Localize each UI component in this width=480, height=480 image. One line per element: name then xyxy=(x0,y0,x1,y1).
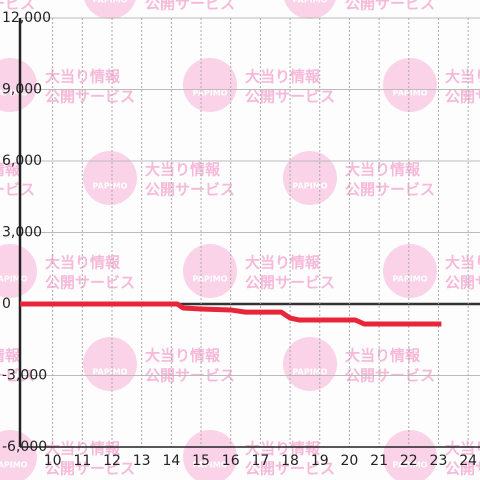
watermark-text: 大当り情報 xyxy=(445,440,480,458)
watermark-text: 大当り情報 xyxy=(145,161,221,179)
watermark-text: 大当り情報 xyxy=(45,254,121,272)
y-tick-label: 3,000 xyxy=(2,225,42,241)
watermark-logo xyxy=(283,337,337,391)
watermark-text: 大当り情報 xyxy=(445,68,480,86)
watermark-logo xyxy=(183,244,237,298)
watermark-text: 大当り情報 xyxy=(45,68,121,86)
y-tick-label: 0 xyxy=(2,296,11,312)
watermark-logo xyxy=(383,244,437,298)
watermark-text: 大当り情報 xyxy=(345,161,421,179)
series-line xyxy=(20,301,442,327)
watermark-logo-text: PAPIMO xyxy=(393,461,428,470)
watermark-logo xyxy=(183,430,237,480)
watermark-logo-text: PAPIMO xyxy=(393,275,428,284)
watermark-text: 大当り情報 xyxy=(0,161,21,179)
x-tick-label: 20 xyxy=(341,453,359,469)
y-tick-label: 12,000 xyxy=(2,10,51,26)
watermark-text: 大当り情報 xyxy=(0,347,21,365)
watermark-text: 大当り情報 xyxy=(345,347,421,365)
y-tick-label: 9,000 xyxy=(2,82,42,98)
watermark-text: 公開サービス xyxy=(145,0,235,13)
x-tick-label: 13 xyxy=(133,453,151,469)
watermark-text: 公開サービス xyxy=(0,0,35,13)
x-tick-label: 12 xyxy=(103,453,121,469)
watermark-text: 公開サービス xyxy=(245,460,335,478)
y-tick-label: 6,000 xyxy=(2,153,42,169)
watermark-logo-text: PAPIMO xyxy=(293,182,328,191)
x-tick-label: 19 xyxy=(311,453,329,469)
watermark-text: 公開サービス xyxy=(45,460,135,478)
watermark-logo xyxy=(0,58,37,112)
watermark-logo xyxy=(83,151,137,205)
watermark-logo xyxy=(183,58,237,112)
watermark-text: 公開サービス xyxy=(45,88,135,106)
x-tick-label: 15 xyxy=(192,453,210,469)
watermark-logo xyxy=(83,337,137,391)
x-tick-label: 18 xyxy=(281,453,299,469)
x-tick-label: 23 xyxy=(430,453,448,469)
x-tick-label: 16 xyxy=(222,453,240,469)
watermark-text: 公開サービス xyxy=(45,274,135,292)
watermark-logo-text: PAPIMO xyxy=(293,0,328,5)
watermark-logo-text: PAPIMO xyxy=(0,89,28,98)
watermark-text: 大当り情報 xyxy=(245,440,321,458)
watermark-text: 公開サービス xyxy=(445,274,480,292)
watermark-text: 公開サービス xyxy=(345,181,435,199)
watermark-logo-text: PAPIMO xyxy=(93,182,128,191)
watermark-logo xyxy=(0,244,37,298)
watermark-text: 公開サービス xyxy=(145,181,235,199)
x-tick-label: 24 xyxy=(459,453,477,469)
watermark-text: 大当り情報 xyxy=(245,254,321,272)
watermark-text: 公開サービス xyxy=(245,88,335,106)
watermark-logo xyxy=(283,151,337,205)
watermark-text: 公開サービス xyxy=(445,460,480,478)
x-tick-label: 17 xyxy=(251,453,269,469)
watermark-logo xyxy=(383,430,437,480)
watermark-logo-text: PAPIMO xyxy=(193,275,228,284)
x-tick-label: 21 xyxy=(370,453,388,469)
watermark-logo xyxy=(0,430,37,480)
watermark-text: 公開サービス xyxy=(0,367,35,385)
watermark-logo xyxy=(383,58,437,112)
watermark-logo-text: PAPIMO xyxy=(293,368,328,377)
watermark-logo-text: PAPIMO xyxy=(93,368,128,377)
x-tick-label: 11 xyxy=(73,453,91,469)
watermark-logo-text: PAPIMO xyxy=(193,89,228,98)
watermark-text: 公開サービス xyxy=(0,181,35,199)
y-tick-label: -3,000 xyxy=(2,368,47,384)
x-tick-label: 22 xyxy=(400,453,418,469)
watermark-text: 大当り情報 xyxy=(445,254,480,272)
watermark-text: 公開サービス xyxy=(345,0,435,13)
watermark-logo-text: PAPIMO xyxy=(0,275,28,284)
x-tick-label: 14 xyxy=(162,453,180,469)
watermark-logo-text: PAPIMO xyxy=(393,89,428,98)
watermark-text: 大当り情報 xyxy=(145,347,221,365)
watermark-logo-text: PAPIMO xyxy=(93,0,128,5)
plot xyxy=(20,301,442,327)
watermark-text: 公開サービス xyxy=(445,88,480,106)
watermark-logo-text: PAPIMO xyxy=(0,461,28,470)
watermark-logo xyxy=(284,0,336,19)
x-tick-label: 10 xyxy=(44,453,62,469)
watermark-text: 大当り情報 xyxy=(245,68,321,86)
watermark-logo-text: PAPIMO xyxy=(193,461,228,470)
watermark-text: 大当り情報 xyxy=(45,440,121,458)
watermark-logo xyxy=(84,0,136,19)
